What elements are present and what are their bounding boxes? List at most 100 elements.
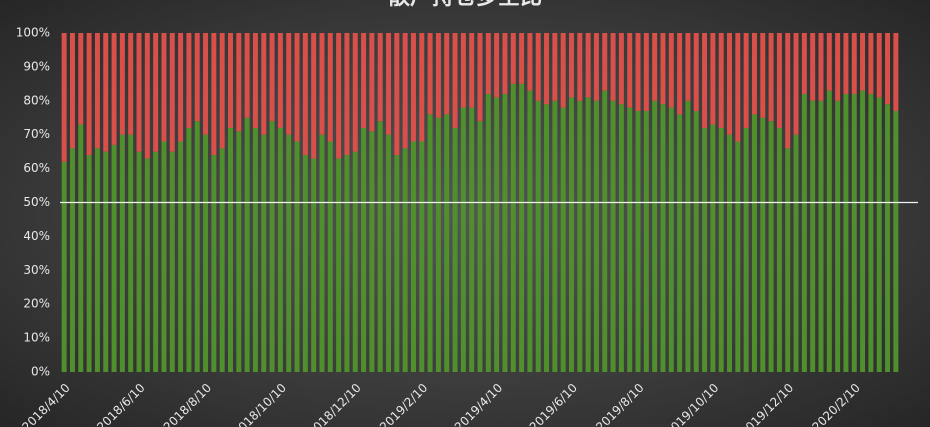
bar-segment <box>610 33 616 101</box>
bar-segment <box>618 33 624 105</box>
y-tick-label: 70% <box>23 127 50 141</box>
bar-segment <box>627 107 633 372</box>
bar-segment <box>219 148 225 372</box>
bar-segment <box>169 151 175 372</box>
bar-segment <box>252 127 258 372</box>
bar-segment <box>776 33 782 128</box>
bar-segment <box>785 148 791 372</box>
bar-segment <box>369 33 375 132</box>
y-tick-label: 30% <box>23 263 50 277</box>
bar-segment <box>552 100 558 373</box>
bar-segment <box>336 33 342 159</box>
bar-segment <box>768 121 774 372</box>
bar-segment <box>660 33 666 105</box>
bar-segment <box>269 121 275 372</box>
bar-segment <box>602 33 608 91</box>
bar-segment <box>319 134 325 372</box>
bar-segment <box>302 33 308 156</box>
bar-segment <box>244 117 250 372</box>
bar-segment <box>635 110 641 372</box>
bar-segment <box>643 110 649 372</box>
bar-segment <box>535 100 541 373</box>
bar-segment <box>460 107 466 372</box>
bar-segment <box>69 148 75 372</box>
bar-segment <box>618 104 624 372</box>
x-tick-label: 2019/8/10 <box>593 381 646 427</box>
bar-segment <box>552 33 558 101</box>
bar-segment <box>153 33 159 152</box>
bar-segment <box>851 33 857 95</box>
bar-segment <box>527 90 533 372</box>
bar-segment <box>668 33 674 108</box>
bar-segment <box>119 33 125 135</box>
bar-segment <box>693 110 699 372</box>
y-tick-label: 60% <box>23 161 50 175</box>
bar-segment <box>760 33 766 118</box>
bar-segment <box>435 117 441 372</box>
bar-segment <box>868 94 874 373</box>
bar-segment <box>743 127 749 372</box>
bar-segment <box>494 33 500 98</box>
bar-segment <box>519 33 525 84</box>
bar-segment <box>685 100 691 373</box>
bar-segment <box>760 117 766 372</box>
x-tick-label: 2019/6/10 <box>527 381 580 427</box>
bar-segment <box>510 83 516 372</box>
x-tick-label: 2018/6/10 <box>94 381 147 427</box>
bar-segment <box>194 33 200 122</box>
bar-segment <box>585 97 591 372</box>
bar-segment <box>452 33 458 128</box>
bar-segment <box>519 83 525 372</box>
bar-segment <box>327 33 333 142</box>
bar-segment <box>261 134 267 372</box>
bar-segment <box>560 33 566 108</box>
bar-segment <box>94 148 100 372</box>
bar-segment <box>236 33 242 132</box>
bar-segment <box>510 33 516 84</box>
bar-segment <box>885 33 891 105</box>
bar-segment <box>286 134 292 372</box>
bar-segment <box>610 100 616 373</box>
bar-segment <box>103 33 109 152</box>
bar-segment <box>169 33 175 152</box>
bar-segment <box>494 97 500 372</box>
bar-segment <box>361 127 367 372</box>
bar-segment <box>727 134 732 372</box>
bar-segment <box>826 90 832 372</box>
bar-segment <box>835 33 841 101</box>
bar-segment <box>386 33 392 135</box>
bar-segment <box>685 33 691 101</box>
bar-segment <box>885 104 891 372</box>
bar-segment <box>568 33 574 98</box>
bar-segment <box>826 33 832 91</box>
bar-segment <box>377 121 383 372</box>
bar-segment <box>277 33 283 128</box>
bar-segment <box>444 33 450 115</box>
y-tick-label: 20% <box>23 297 50 311</box>
bar-segment <box>502 33 508 95</box>
y-tick-label: 80% <box>23 93 50 107</box>
bar-segment <box>485 94 491 373</box>
bar-segment <box>402 148 408 372</box>
bar-segment <box>277 127 283 372</box>
bar-segment <box>344 33 350 156</box>
bar-segment <box>602 90 608 372</box>
bar-segment <box>477 33 483 122</box>
bar-segment <box>785 33 791 149</box>
bar-segment <box>86 155 92 372</box>
bar-segment <box>835 100 841 373</box>
bar-segment <box>261 33 267 135</box>
bar-segment <box>818 33 824 101</box>
bar-segment <box>311 33 317 159</box>
bar-segment <box>161 141 167 372</box>
bar-segment <box>203 134 209 372</box>
bar-segment <box>419 33 425 142</box>
bar-segment <box>94 33 100 149</box>
bar-segment <box>352 151 358 372</box>
bar-segment <box>668 107 674 372</box>
bar-segment <box>527 33 533 91</box>
bar-segment <box>128 134 134 372</box>
bar-segment <box>860 33 866 91</box>
bar-segment <box>402 33 408 149</box>
bar-segment <box>61 161 67 372</box>
